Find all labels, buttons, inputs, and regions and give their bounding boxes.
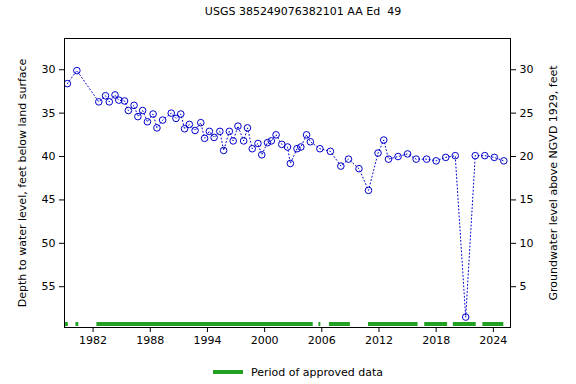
svg-text:1994: 1994 xyxy=(193,334,221,347)
svg-text:2024: 2024 xyxy=(479,334,507,347)
svg-text:Groundwater level above NGVD 1: Groundwater level above NGVD 1929, feet xyxy=(547,65,560,301)
svg-text:55: 55 xyxy=(42,280,56,293)
svg-text:30: 30 xyxy=(42,63,56,76)
html-text:Period of approved data: Period of approved data xyxy=(250,365,384,379)
svg-text:1982: 1982 xyxy=(79,334,107,347)
svg-text:45: 45 xyxy=(42,193,56,206)
svg-text:2012: 2012 xyxy=(365,334,393,347)
svg-text:20: 20 xyxy=(520,150,534,163)
svg-text:2006: 2006 xyxy=(308,334,336,347)
svg-text:Depth to water level, feet bel: Depth to water level, feet below land su… xyxy=(16,58,29,307)
svg-text:35: 35 xyxy=(42,107,56,120)
svg-text:2018: 2018 xyxy=(422,334,450,347)
svg-text:5: 5 xyxy=(520,280,527,293)
svg-text:50: 50 xyxy=(42,237,56,250)
svg-text:25: 25 xyxy=(520,107,534,120)
svg-text:1988: 1988 xyxy=(136,334,164,347)
svg-text:30: 30 xyxy=(520,63,534,76)
svg-text:2000: 2000 xyxy=(251,334,279,347)
html-text:USGS 385249076382101 AA Ed 49: USGS 385249076382101 AA Ed 49 xyxy=(204,5,402,18)
svg-text:40: 40 xyxy=(42,150,56,163)
svg-text:10: 10 xyxy=(520,237,534,250)
svg-text:15: 15 xyxy=(520,193,534,206)
